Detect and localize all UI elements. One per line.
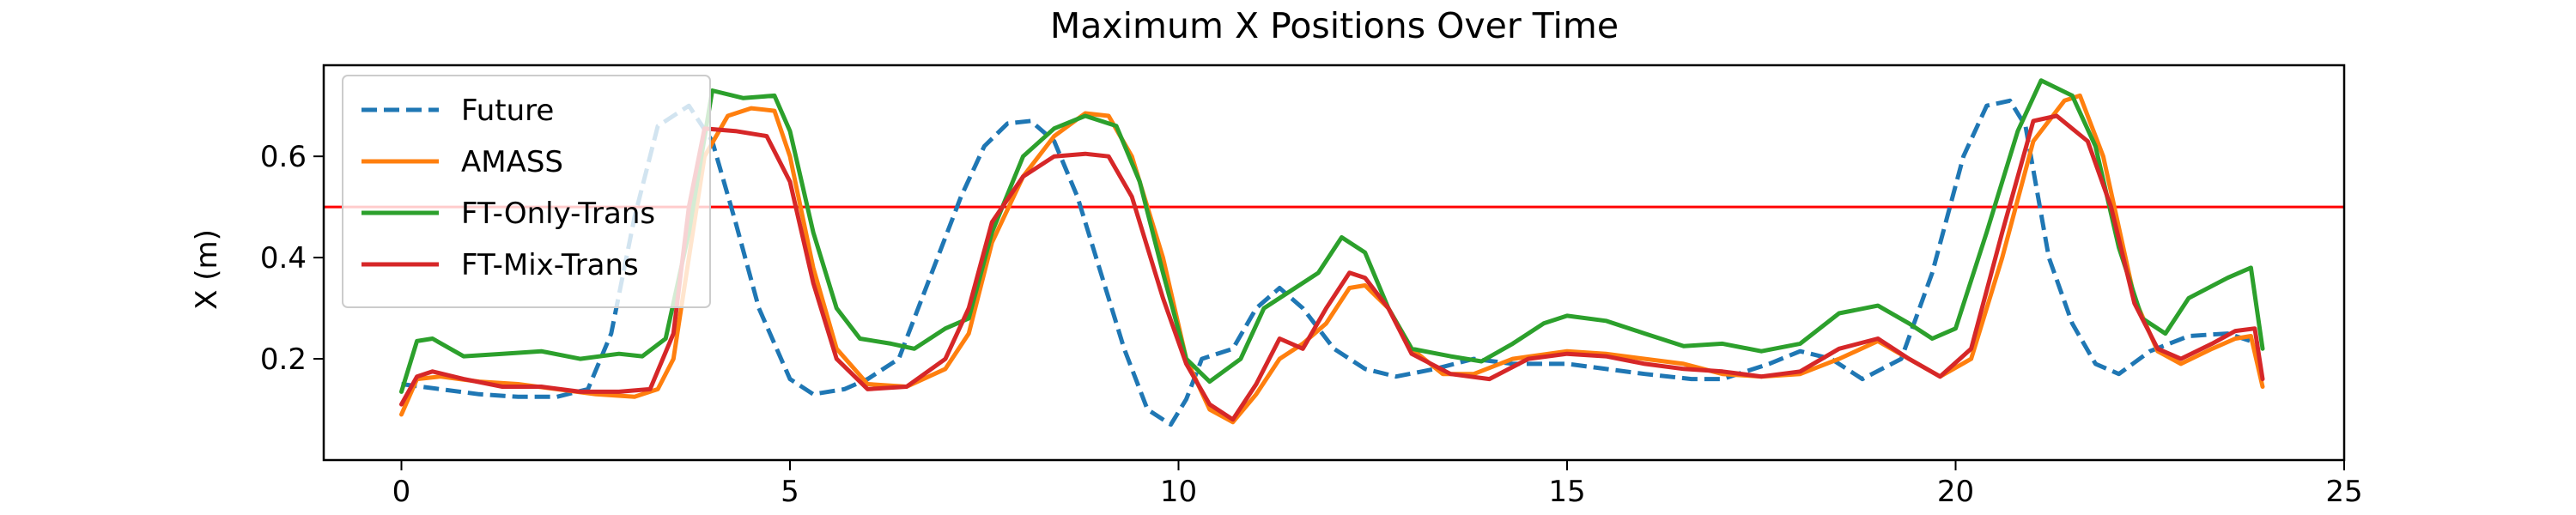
x-tick-label: 5 — [781, 475, 799, 509]
legend-label-0: Future — [461, 94, 554, 128]
y-tick-label: 0.2 — [260, 342, 307, 377]
y-tick-label: 0.4 — [260, 241, 307, 276]
legend-box — [342, 75, 711, 308]
y-axis-label: X (m) — [190, 229, 224, 310]
axes-frame — [322, 64, 2346, 462]
legend: Future AMASS FT-Only-Trans FT-Mix-Trans — [342, 75, 711, 308]
x-tick-label: 15 — [1548, 475, 1585, 509]
series-line-2 — [399, 78, 2265, 394]
legend-label-1: AMASS — [461, 145, 563, 179]
x-tick-label: 0 — [392, 475, 411, 509]
y-tick-label: 0.6 — [260, 140, 307, 174]
x-tick-label: 25 — [2325, 475, 2362, 509]
chart-title: Maximum X Positions Over Time — [1050, 5, 1619, 46]
legend-label-2: FT-Only-Trans — [461, 197, 655, 231]
legend-label-3: FT-Mix-Trans — [461, 248, 639, 282]
x-tick-label: 20 — [1937, 475, 1974, 509]
x-tick-label: 10 — [1160, 475, 1197, 509]
series-line-0 — [401, 98, 2260, 427]
